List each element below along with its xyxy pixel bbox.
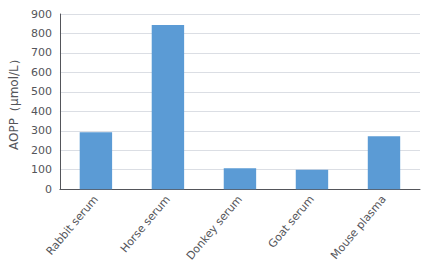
svg-text:Mouse plasma: Mouse plasma: [328, 193, 389, 262]
svg-text:Goat serum: Goat serum: [266, 193, 317, 251]
svg-text:200: 200: [31, 144, 52, 157]
svg-text:300: 300: [31, 124, 52, 137]
svg-text:600: 600: [31, 66, 52, 79]
svg-text:100: 100: [31, 163, 52, 176]
svg-text:700: 700: [31, 46, 52, 59]
svg-text:800: 800: [31, 27, 52, 40]
svg-text:500: 500: [31, 85, 52, 98]
svg-text:Donkey serum: Donkey serum: [184, 193, 245, 262]
svg-text:900: 900: [31, 8, 52, 21]
svg-text:0: 0: [45, 183, 52, 196]
svg-text:Rabbit serum: Rabbit serum: [44, 193, 101, 258]
svg-text:Horse serum: Horse serum: [118, 193, 173, 255]
svg-text:AOPP（μmol/L）: AOPP（μmol/L）: [7, 53, 21, 150]
svg-text:400: 400: [31, 105, 52, 118]
